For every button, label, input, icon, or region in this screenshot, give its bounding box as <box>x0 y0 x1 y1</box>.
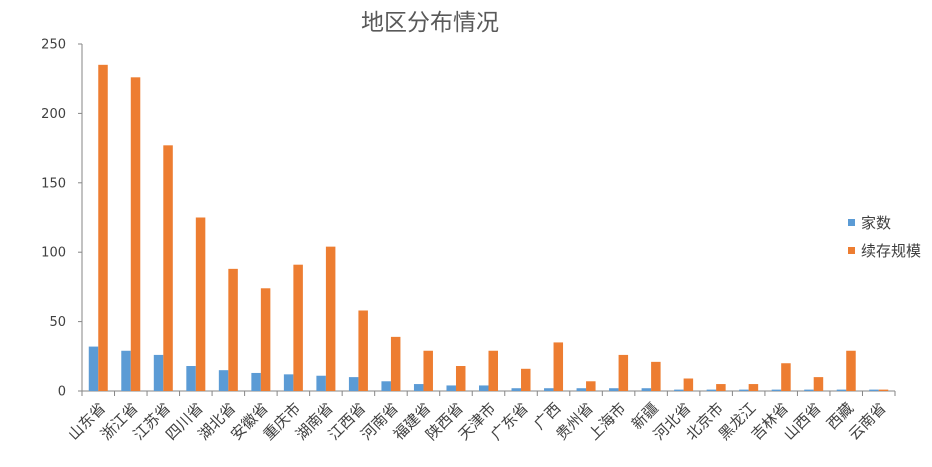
bar-xucun-guimo <box>358 310 368 391</box>
y-tick-label: 0 <box>58 385 66 400</box>
bar-xucun-guimo <box>651 361 661 391</box>
bar-xucun-guimo <box>130 77 141 391</box>
bar-xucun-guimo <box>195 217 206 391</box>
legend-swatch-xucun-guimo <box>848 247 855 254</box>
bar-xucun-guimo <box>325 246 336 391</box>
bar-xucun-guimo <box>98 64 108 391</box>
bar-xucun-guimo <box>748 384 759 391</box>
bar-jiashu <box>739 389 749 391</box>
bar-jiashu <box>804 389 814 391</box>
x-tick-label: 广东省 <box>487 399 532 444</box>
bar-xucun-guimo <box>846 350 856 391</box>
bar-xucun-guimo <box>423 350 433 391</box>
y-tick-label: 150 <box>41 176 66 191</box>
bar-xucun-guimo <box>455 366 466 391</box>
y-axis: 0 50 100 150 200 250 <box>41 38 83 400</box>
legend: 家数 续存规模 <box>848 214 921 260</box>
bar-xucun-guimo <box>553 342 564 391</box>
bar-jiashu <box>251 372 261 391</box>
legend-swatch-jiashu <box>848 219 855 226</box>
y-tick-label: 50 <box>49 315 66 330</box>
bar-jiashu <box>576 388 587 391</box>
bar-xucun-guimo <box>813 377 824 391</box>
bar-xucun-guimo <box>586 381 596 391</box>
bar-xucun-guimo <box>293 264 303 391</box>
bar-jiashu <box>413 384 424 391</box>
x-tick-label: 云南省 <box>845 399 890 444</box>
bar-xucun-guimo <box>521 368 531 391</box>
bar-jiashu <box>674 389 684 391</box>
bar-jiashu <box>121 350 131 391</box>
legend-label-jiashu: 家数 <box>861 214 891 232</box>
bar-jiashu <box>869 389 879 391</box>
bar-jiashu <box>511 388 522 391</box>
bars <box>88 64 889 391</box>
chart-title: 地区分布情况 <box>361 10 499 36</box>
x-tick-label: 上海市 <box>585 399 630 444</box>
bar-xucun-guimo <box>716 384 726 391</box>
bar-xucun-guimo <box>228 268 238 391</box>
bar-jiashu <box>316 375 326 391</box>
y-tick-label: 200 <box>41 107 66 122</box>
bar-jiashu <box>836 389 847 391</box>
y-tick-label: 250 <box>41 38 66 53</box>
bar-xucun-guimo <box>260 288 271 391</box>
bar-jiashu <box>544 388 554 391</box>
legend-label-xucun-guimo: 续存规模 <box>861 242 921 260</box>
bar-jiashu <box>153 354 164 391</box>
bar-jiashu <box>479 385 489 391</box>
bar-jiashu <box>283 374 294 391</box>
bar-jiashu <box>609 388 619 391</box>
bar-xucun-guimo <box>683 378 694 391</box>
bar-jiashu <box>218 370 229 391</box>
bar-jiashu <box>446 385 456 391</box>
x-axis: 山东省浙江省江苏省四川省湖北省安徽省重庆市湖南省江西省河南省福建省陕西省天津市广… <box>65 390 896 444</box>
bar-jiashu <box>381 381 391 391</box>
bar-jiashu <box>771 389 782 391</box>
bar-jiashu <box>706 389 717 391</box>
bar-xucun-guimo <box>618 354 629 391</box>
bar-xucun-guimo <box>163 145 173 391</box>
bar-xucun-guimo <box>878 389 889 391</box>
bar-jiashu <box>641 388 652 391</box>
bar-jiashu <box>88 346 99 391</box>
bar-xucun-guimo <box>781 363 791 391</box>
bar-jiashu <box>186 366 196 391</box>
y-tick-label: 100 <box>41 246 66 261</box>
bar-xucun-guimo <box>488 350 498 391</box>
x-tick-label: 山西省 <box>780 399 825 444</box>
bar-jiashu <box>348 377 359 391</box>
bar-xucun-guimo <box>390 336 401 391</box>
